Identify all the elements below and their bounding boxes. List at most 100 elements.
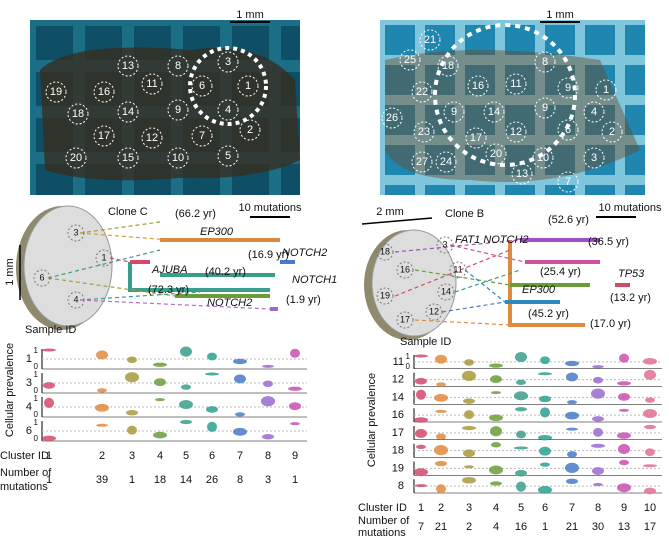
sample-circle xyxy=(239,119,261,141)
sample-label: 9 xyxy=(175,104,181,116)
mutation-count: 30 xyxy=(592,521,604,533)
sample-label: 12 xyxy=(146,132,158,144)
violin xyxy=(515,469,527,477)
violin xyxy=(491,391,501,395)
cluster-id: 7 xyxy=(569,502,575,514)
sample-circle xyxy=(411,151,433,173)
mutation-count: 21 xyxy=(435,521,447,533)
violin xyxy=(205,372,219,376)
sample-label: 15 xyxy=(122,152,134,164)
violin xyxy=(463,449,475,458)
disk-sample-label: 11 xyxy=(453,264,462,274)
violin xyxy=(539,395,551,403)
gene-label: AJUBA xyxy=(151,264,187,276)
mutation-count: 1 xyxy=(129,474,135,486)
cluster-id: 8 xyxy=(595,502,601,514)
sample-label: 20 xyxy=(70,152,82,164)
sample-circle xyxy=(217,145,239,167)
mutation-count: 16 xyxy=(515,521,527,533)
disk-sample-label: 1 xyxy=(101,252,106,262)
disk xyxy=(371,229,457,337)
disk-sample xyxy=(425,303,443,321)
sample-id: 17 xyxy=(392,427,404,439)
violin xyxy=(126,410,138,416)
sample-label: 11 xyxy=(510,78,521,90)
sample-label: 7 xyxy=(565,176,571,188)
cluster-id: 9 xyxy=(621,502,627,514)
cluster-id: 3 xyxy=(466,502,472,514)
sample-circle xyxy=(399,49,421,71)
violin xyxy=(96,350,108,360)
sample-circle xyxy=(217,99,239,121)
sample-circle xyxy=(117,147,139,169)
sample-label: 24 xyxy=(440,156,452,168)
violin xyxy=(414,468,428,477)
violin xyxy=(644,487,656,495)
sample-label: 1 xyxy=(603,84,609,96)
axis-tick: 1 xyxy=(34,418,39,427)
violin xyxy=(516,430,526,439)
violin xyxy=(42,435,56,442)
cluster-header: Cluster ID xyxy=(0,450,49,462)
sample-label: 16 xyxy=(98,86,110,98)
violin xyxy=(515,351,527,363)
violin xyxy=(288,386,302,391)
violin xyxy=(415,484,427,488)
disk-sample-label: 18 xyxy=(380,246,390,256)
disk xyxy=(23,205,113,327)
violin xyxy=(261,396,275,407)
violin xyxy=(644,424,656,430)
violin xyxy=(618,392,630,401)
sample-label: 4 xyxy=(591,106,597,118)
violin xyxy=(153,362,167,367)
sample-label: 23 xyxy=(418,126,430,138)
sample-id: 12 xyxy=(392,374,404,386)
violin xyxy=(491,442,501,448)
sample-label: 9 xyxy=(565,82,571,94)
sample-label: 8 xyxy=(542,56,548,68)
sample-circle xyxy=(534,51,556,73)
sample-label: 9 xyxy=(451,106,457,118)
sample-label: 10 xyxy=(537,152,549,164)
sample-label: 10 xyxy=(172,152,184,164)
violin xyxy=(540,356,550,365)
sample-label: 21 xyxy=(424,34,436,46)
violin xyxy=(207,352,217,361)
disk-sample xyxy=(396,311,414,329)
violin xyxy=(618,443,630,455)
violin xyxy=(643,358,657,365)
mutation-count: 39 xyxy=(96,474,108,486)
violin xyxy=(565,462,579,473)
sample-circle xyxy=(217,51,239,73)
cluster-id: 4 xyxy=(493,502,499,514)
violin xyxy=(462,425,476,431)
violin xyxy=(415,428,427,438)
violin xyxy=(463,398,475,404)
scale-label: 1 mm xyxy=(546,9,574,21)
disk-sample xyxy=(376,287,394,305)
violin xyxy=(234,374,246,384)
highlight-circle xyxy=(188,46,268,126)
tissue xyxy=(40,47,300,181)
sample-label: 2 xyxy=(609,126,615,138)
violin xyxy=(290,422,300,426)
violin xyxy=(179,400,193,410)
violin xyxy=(567,451,577,458)
violin xyxy=(235,412,245,417)
violin xyxy=(617,381,631,386)
violin xyxy=(489,414,503,422)
violin xyxy=(644,369,656,380)
disk-sample xyxy=(436,236,454,254)
sample-circle xyxy=(167,147,189,169)
sample-circle xyxy=(557,119,579,141)
violin xyxy=(42,348,56,352)
violin xyxy=(44,397,54,409)
axis-tick: 1 xyxy=(34,394,39,403)
sample-header: Sample ID xyxy=(25,324,76,336)
violin xyxy=(436,484,446,494)
age-label: (36.5 yr) xyxy=(588,236,629,248)
violin xyxy=(416,444,426,449)
violin xyxy=(489,363,503,368)
disk-sample-label: 14 xyxy=(441,286,451,296)
gene-label: TP53 xyxy=(618,268,645,280)
